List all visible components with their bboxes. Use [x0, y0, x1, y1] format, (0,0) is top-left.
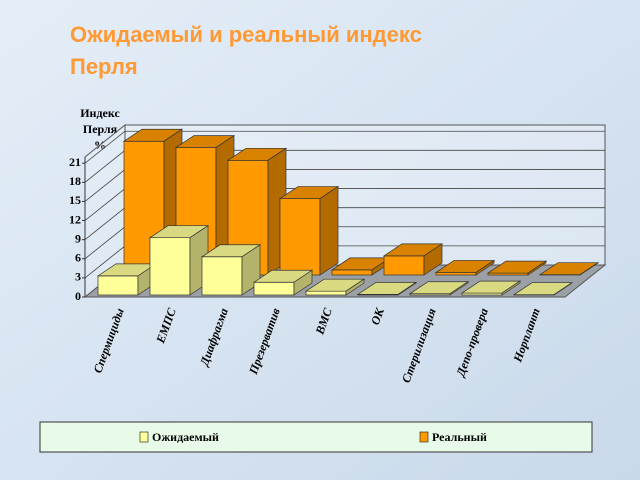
- bar: [97, 275, 139, 296]
- y-tick-label: 9: [75, 231, 81, 245]
- y-axis-label: Перля: [83, 122, 118, 136]
- chart-title: Перля: [70, 54, 138, 79]
- bar-side: [319, 185, 339, 276]
- bar-side: [475, 259, 495, 276]
- y-axis-label: Индекс: [80, 106, 120, 120]
- legend-label: Ожидаемый: [152, 430, 219, 444]
- bar: [305, 290, 347, 296]
- legend: [39, 421, 593, 453]
- y-tick-label: 12: [69, 212, 81, 226]
- bar-side: [397, 281, 417, 296]
- y-tick-label: 18: [69, 174, 81, 188]
- y-tick-label: 15: [69, 193, 81, 207]
- x-tick-label: ОК: [368, 305, 387, 326]
- bar: [201, 256, 243, 296]
- y-tick-label: 6: [75, 251, 81, 265]
- bar-side: [293, 269, 313, 296]
- bar: [279, 198, 321, 276]
- bar: [383, 255, 425, 276]
- bar: [253, 281, 295, 296]
- legend-swatch: [139, 431, 149, 443]
- bar-side: [423, 243, 443, 276]
- grid-line: [84, 130, 605, 164]
- bar-side: [553, 282, 573, 296]
- bar: [435, 272, 477, 276]
- y-tick-label: 3: [75, 270, 81, 284]
- bar-side: [527, 260, 547, 276]
- bar-side: [449, 281, 469, 296]
- bar-side: [579, 262, 599, 276]
- y-tick-label: 0: [75, 289, 81, 303]
- bar-side: [501, 280, 521, 296]
- bar-side: [345, 278, 365, 296]
- legend-swatch: [419, 431, 429, 443]
- bar: [331, 269, 373, 276]
- legend-label: Реальный: [432, 430, 487, 444]
- chart-title: Ожидаемый и реальный индекс: [70, 22, 422, 47]
- bar: [149, 237, 191, 296]
- y-tick-label: 21: [69, 155, 81, 169]
